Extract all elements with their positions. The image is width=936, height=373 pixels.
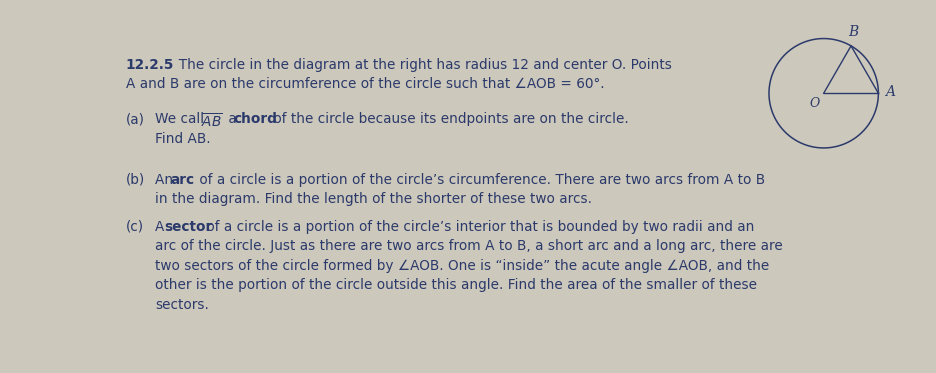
Text: of the circle because its endpoints are on the circle.: of the circle because its endpoints are … [270,112,629,126]
Text: The circle in the diagram at the right has radius 12 and center O. Points: The circle in the diagram at the right h… [170,58,672,72]
Text: (a): (a) [125,112,145,126]
Text: sectors.: sectors. [155,298,210,312]
Text: two sectors of the circle formed by ∠AOB. One is “inside” the acute angle ∠AOB, : two sectors of the circle formed by ∠AOB… [155,259,769,273]
Text: We call: We call [155,112,209,126]
Text: in the diagram. Find the length of the shorter of these two arcs.: in the diagram. Find the length of the s… [155,192,592,206]
Text: A: A [155,220,169,234]
Text: of a circle is a portion of the circle’s interior that is bounded by two radii a: of a circle is a portion of the circle’s… [202,220,754,234]
Text: sector: sector [164,220,212,234]
Text: 12.2.5: 12.2.5 [125,58,174,72]
Text: A and B are on the circumference of the circle such that ∠AOB = 60°.: A and B are on the circumference of the … [125,77,605,91]
Text: $\overline{AB}$: $\overline{AB}$ [201,112,223,131]
Text: An: An [155,173,178,187]
Text: chord: chord [234,112,278,126]
Text: (b): (b) [125,173,145,187]
Text: Find AB.: Find AB. [155,132,212,146]
Text: O: O [809,97,819,110]
Text: of a circle is a portion of the circle’s circumference. There are two arcs from : of a circle is a portion of the circle’s… [196,173,766,187]
Text: B: B [849,25,859,39]
Text: arc: arc [170,173,194,187]
Text: arc of the circle. Just as there are two arcs from A to B, a short arc and a lon: arc of the circle. Just as there are two… [155,239,783,253]
Text: A: A [885,85,896,99]
Text: a: a [224,112,241,126]
Text: other is the portion of the circle outside this angle. Find the area of the smal: other is the portion of the circle outsi… [155,278,757,292]
Text: (c): (c) [125,220,144,234]
